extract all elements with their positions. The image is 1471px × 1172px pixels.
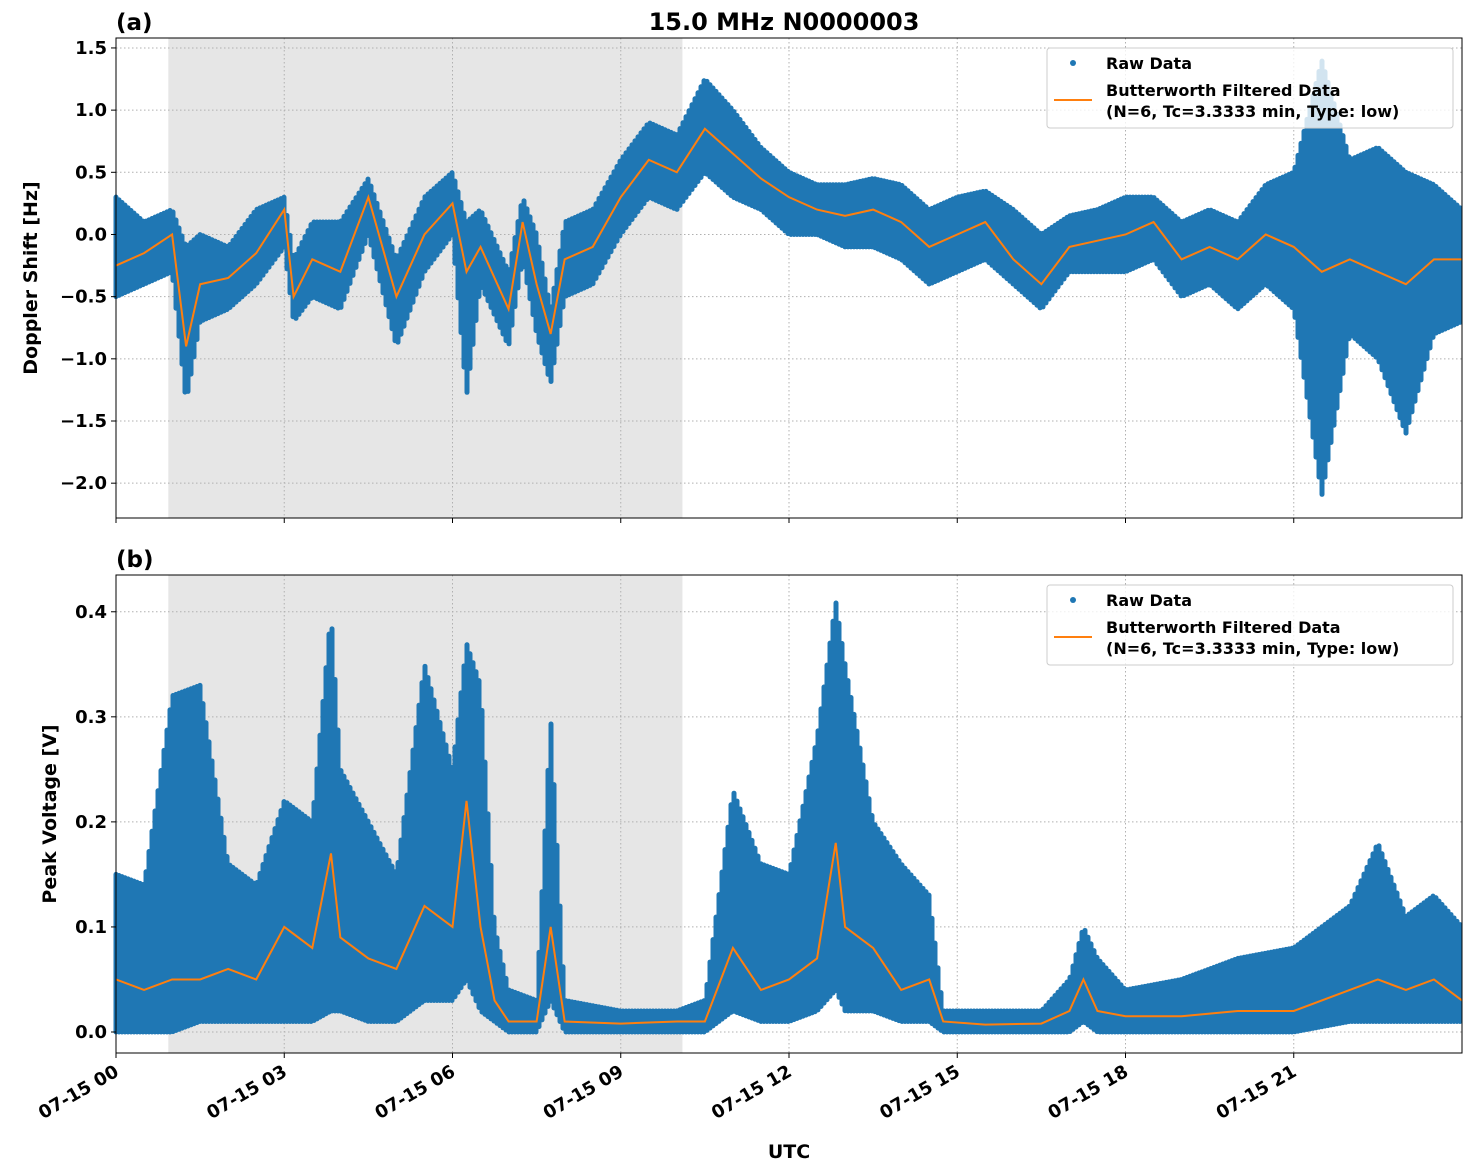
- legend-entry-filter-params: (N=6, Tc=3.3333 min, Type: low): [1106, 102, 1399, 121]
- x-tick-label: 07-15 21: [1213, 1061, 1300, 1124]
- y-tick-label: 0.5: [75, 162, 107, 183]
- y-tick-label: 0.0: [75, 224, 107, 245]
- x-tick-label: 07-15 06: [372, 1061, 459, 1124]
- raw-data-legend-marker: [1070, 60, 1076, 66]
- legend-entry-raw: Raw Data: [1106, 54, 1192, 73]
- y-tick-label: −2.0: [60, 473, 107, 494]
- x-tick-label: 07-15 00: [35, 1061, 122, 1124]
- x-axis-label: UTC: [768, 1141, 810, 1163]
- x-tick-label: 07-15 15: [876, 1061, 963, 1124]
- x-tick-label: 07-15 18: [1045, 1061, 1132, 1124]
- y-tick-label: 1.5: [75, 38, 107, 59]
- y-tick-label: 0.2: [75, 812, 107, 833]
- filtered-data-line: [115, 800, 1463, 1026]
- x-tick-label: 07-15 09: [540, 1061, 627, 1124]
- y-tick-label: −0.5: [60, 287, 107, 308]
- legend-box: [1046, 584, 1454, 666]
- x-tick-label: 07-15 12: [708, 1061, 795, 1124]
- y-tick-label: 0.4: [75, 602, 107, 623]
- panel-label: (a): [116, 10, 153, 36]
- panel-label: (b): [116, 547, 154, 573]
- x-tick-label: 07-15 03: [203, 1061, 290, 1124]
- y-axis-label: Doppler Shift [Hz]: [20, 181, 42, 374]
- y-tick-label: 0.1: [75, 917, 107, 938]
- legend: Raw Data Butterworth Filtered Data (N=6, T…: [1046, 47, 1454, 129]
- y-axis-label: Peak Voltage [V]: [39, 724, 61, 903]
- legend-entry-filtered: Butterworth Filtered Data: [1106, 81, 1341, 100]
- raw-data-series: [113, 600, 1463, 1035]
- panel-b: 0.0 0.1 0.2 0.3 0.4 07-15 00 07-15 03 07-15 06 0…: [35, 547, 1463, 1163]
- y-tick-label: 1.0: [75, 100, 107, 121]
- legend-box: [1046, 47, 1454, 129]
- y-tick-label: 0.0: [75, 1022, 107, 1043]
- chart-title: 15.0 MHz N0000003: [649, 8, 920, 36]
- filtered-data-line: [115, 127, 1462, 347]
- panel-a: −2.0 −1.5 −1.0 −0.5 0.0 0.5 1.0 1.5 (a) Doppler S…: [20, 10, 1463, 523]
- y-tick-label: −1.0: [60, 349, 107, 370]
- legend-entry-filtered: Butterworth Filtered Data: [1106, 618, 1341, 637]
- y-tick-label: 0.3: [75, 707, 107, 728]
- legend: Raw Data Butterworth Filtered Data (N=6, T…: [1046, 584, 1454, 666]
- legend-entry-raw: Raw Data: [1106, 591, 1192, 610]
- legend-entry-filter-params: (N=6, Tc=3.3333 min, Type: low): [1106, 639, 1399, 658]
- raw-data-legend-marker: [1070, 597, 1076, 603]
- y-tick-label: −1.5: [60, 411, 107, 432]
